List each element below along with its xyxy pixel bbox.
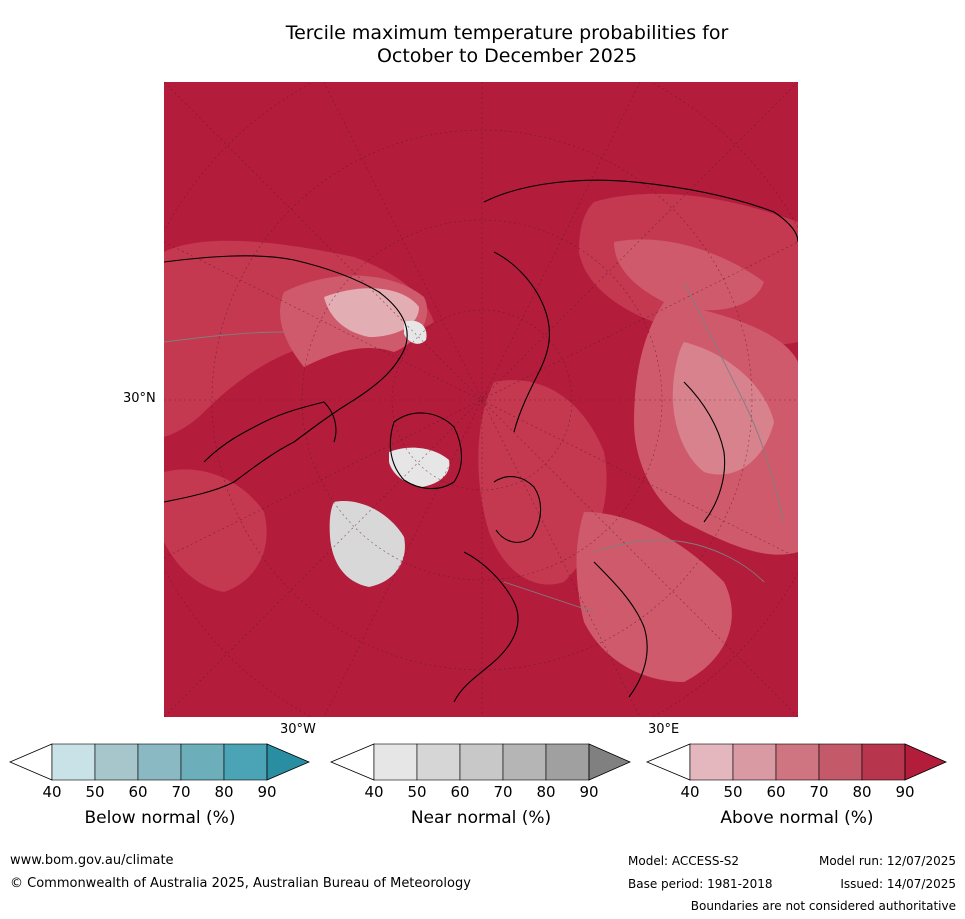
disclaimer-text: Boundaries are not considered authoritat…	[690, 899, 956, 913]
probability-map	[164, 82, 798, 717]
near-bin-50-60	[416, 743, 461, 781]
model-run-text: Model run: 12/07/2025	[818, 854, 956, 868]
below-tick-50: 50	[85, 783, 105, 801]
coast-asia-interior	[683, 381, 726, 523]
below-bin-70-80	[180, 743, 225, 781]
below-tick-70: 70	[171, 783, 191, 801]
below-tick-40: 40	[42, 783, 62, 801]
below-bin-50-60	[94, 743, 139, 781]
below-bin-40-50	[51, 743, 96, 781]
region-middle-east-70	[576, 512, 732, 682]
near-bin-70-80	[502, 743, 547, 781]
below-bin-60-70	[137, 743, 182, 781]
above-arrow-low	[645, 743, 691, 781]
map-canvas	[164, 82, 798, 717]
near-tick-80: 80	[536, 783, 556, 801]
title-line-2: October to December 2025	[376, 45, 638, 67]
near-tick-40: 40	[364, 783, 384, 801]
near-normal-label: Near normal (%)	[410, 808, 552, 828]
below-bin-80-90	[223, 743, 268, 781]
lat-label-30n: 30°N	[123, 391, 156, 406]
region-siberia-70	[614, 239, 764, 311]
below-tick-60: 60	[128, 783, 148, 801]
issued-text: Issued: 14/07/2025	[840, 877, 956, 891]
near-tick-70: 70	[493, 783, 513, 801]
website-link[interactable]: www.bom.gov.au/climate	[10, 853, 174, 868]
copyright-text: © Commonwealth of Australia 2025, Austra…	[10, 876, 471, 891]
above-tick-40: 40	[680, 783, 700, 801]
map-title: Tercile maximum temperature probabilitie…	[164, 22, 850, 68]
near-tick-60: 60	[450, 783, 470, 801]
coast-siberia	[483, 179, 798, 243]
base-period-text: Base period: 1981-2018	[628, 877, 773, 891]
graticule	[164, 82, 798, 717]
above-bin-70-80	[818, 743, 863, 781]
near-normal-arctic-canada	[404, 320, 427, 344]
coast-alaska	[203, 401, 337, 463]
above-tick-50: 50	[723, 783, 743, 801]
region-europe-80	[478, 380, 607, 585]
coast-europe	[453, 551, 519, 703]
near-tick-90: 90	[579, 783, 599, 801]
above-normal-label: Above normal (%)	[720, 808, 874, 828]
above-tick-90: 90	[895, 783, 915, 801]
coast-caspian	[593, 561, 648, 698]
below-arrow-high	[266, 743, 311, 781]
above-bin-60-70	[775, 743, 820, 781]
near-bin-60-70	[459, 743, 504, 781]
region-canada-50	[324, 288, 419, 337]
below-tick-80: 80	[214, 783, 234, 801]
above-tick-70: 70	[809, 783, 829, 801]
above-bin-80-90	[861, 743, 906, 781]
colorbar-near-normal	[329, 743, 631, 781]
near-arrow-high	[588, 743, 631, 781]
near-arrow-low	[329, 743, 375, 781]
below-tick-90: 90	[257, 783, 277, 801]
colorbar-above-normal	[645, 743, 947, 781]
above-bin-40-50	[689, 743, 734, 781]
lon-label-30w: 30°W	[280, 722, 316, 737]
above-bin-50-60	[732, 743, 777, 781]
title-line-1: Tercile maximum temperature probabilitie…	[285, 22, 729, 44]
near-tick-50: 50	[407, 783, 427, 801]
near-normal-atlantic	[329, 501, 405, 587]
coast-scandinavia	[493, 476, 542, 543]
borders	[164, 281, 785, 613]
above-arrow-high	[904, 743, 947, 781]
above-tick-80: 80	[852, 783, 872, 801]
coast-scandinavia-east	[493, 251, 550, 433]
coast-north-america	[164, 255, 408, 503]
colorbar-below-normal	[8, 743, 311, 781]
region-pacific-80	[164, 469, 267, 592]
near-bin-40-50	[373, 743, 418, 781]
coastlines	[164, 179, 798, 703]
above-tick-60: 60	[766, 783, 786, 801]
near-bin-80-90	[545, 743, 590, 781]
lon-label-30e: 30°E	[648, 722, 680, 737]
near-normal-greenland	[389, 447, 450, 487]
coast-greenland	[389, 412, 463, 490]
below-arrow-low	[8, 743, 53, 781]
model-text: Model: ACCESS-S2	[628, 854, 740, 868]
below-normal-label: Below normal (%)	[84, 808, 236, 828]
